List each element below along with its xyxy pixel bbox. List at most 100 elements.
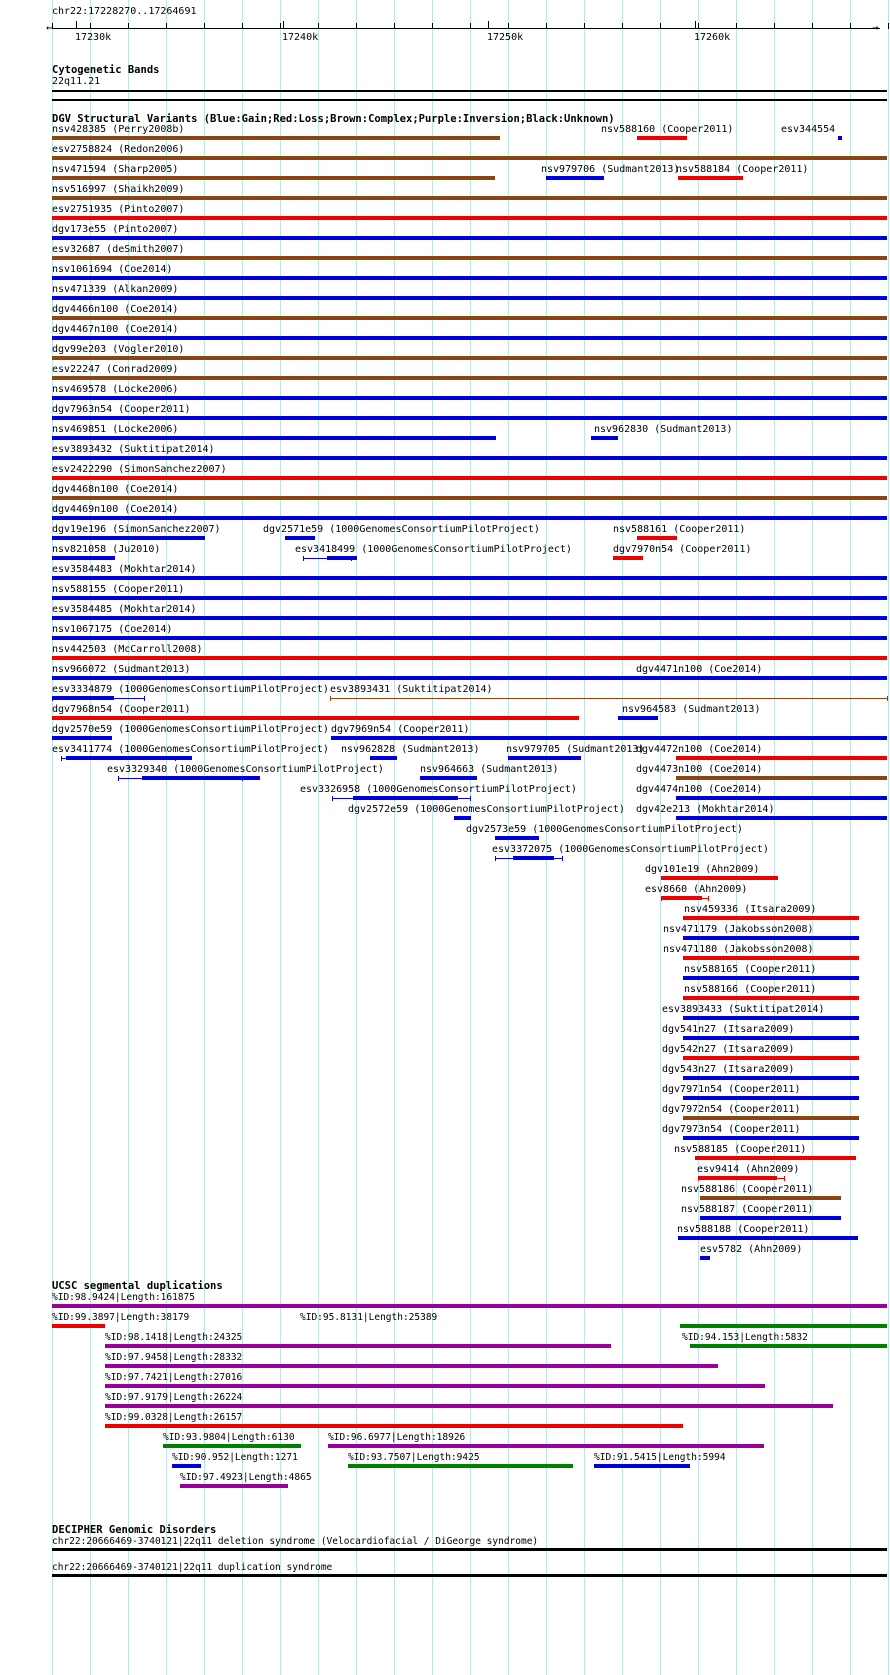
variant-bar[interactable]	[683, 956, 859, 960]
ruler-tick	[394, 23, 395, 29]
variant-bar[interactable]	[546, 176, 604, 180]
variant-bar[interactable]	[683, 1016, 859, 1020]
variant-bar[interactable]	[676, 756, 887, 760]
variant-bar[interactable]	[52, 656, 887, 660]
variant-bar[interactable]	[52, 496, 887, 500]
variant-label: esv2422290 (SimonSanchez2007)	[52, 464, 227, 475]
variant-bar[interactable]	[637, 536, 677, 540]
variant-bar[interactable]	[683, 1076, 859, 1080]
segdup-bar[interactable]	[180, 1484, 288, 1488]
segdup-bar[interactable]	[328, 1444, 764, 1448]
variant-bar[interactable]	[52, 516, 887, 520]
variant-bar[interactable]	[700, 1196, 841, 1200]
variant-bar[interactable]	[52, 616, 887, 620]
variant-bar[interactable]	[678, 176, 743, 180]
variant-bar[interactable]	[370, 756, 397, 760]
variant-bar[interactable]	[52, 296, 887, 300]
variant-bar[interactable]	[52, 316, 887, 320]
segdup-bar[interactable]	[105, 1384, 765, 1388]
segdup-bar[interactable]	[105, 1344, 611, 1348]
variant-bar[interactable]	[52, 696, 114, 700]
variant-bar[interactable]	[683, 1116, 859, 1120]
variant-bar[interactable]	[661, 876, 778, 880]
variant-bar[interactable]	[508, 756, 581, 760]
variant-bar[interactable]	[52, 716, 579, 720]
segdup-bar[interactable]	[594, 1464, 690, 1468]
variant-bar[interactable]	[52, 596, 887, 600]
segdup-bar[interactable]	[105, 1364, 718, 1368]
variant-bar[interactable]	[591, 436, 618, 440]
segdup-bar[interactable]	[52, 1304, 887, 1308]
variant-bar[interactable]	[52, 416, 887, 420]
variant-bar[interactable]	[683, 976, 859, 980]
variant-bar[interactable]	[52, 476, 887, 480]
variant-bar[interactable]	[420, 776, 477, 780]
variant-bar[interactable]	[52, 196, 887, 200]
variant-bar[interactable]	[66, 756, 192, 760]
variant-bar[interactable]	[661, 896, 702, 900]
variant-bar[interactable]	[331, 736, 887, 740]
variant-bar[interactable]	[52, 356, 887, 360]
variant-bar[interactable]	[700, 1256, 710, 1260]
decipher-bar[interactable]	[52, 1574, 887, 1577]
segdup-bar[interactable]	[172, 1464, 201, 1468]
variant-bar[interactable]	[52, 236, 887, 240]
variant-bar[interactable]	[52, 256, 887, 260]
ruler-tick	[660, 23, 661, 29]
variant-bar[interactable]	[700, 1216, 841, 1220]
variant-bar[interactable]	[676, 776, 887, 780]
segdup-bar[interactable]	[680, 1324, 887, 1328]
segdup-bar[interactable]	[105, 1404, 833, 1408]
variant-bar[interactable]	[52, 636, 887, 640]
variant-bar[interactable]	[52, 336, 887, 340]
segdup-bar[interactable]	[690, 1344, 887, 1348]
variant-bar[interactable]	[52, 736, 112, 740]
variant-bar[interactable]	[698, 1176, 777, 1180]
segdup-bar[interactable]	[105, 1424, 683, 1428]
variant-bar[interactable]	[327, 556, 357, 560]
variant-bar[interactable]	[683, 936, 859, 940]
variant-bar[interactable]	[52, 156, 887, 160]
variant-bar[interactable]	[618, 716, 658, 720]
variant-bar[interactable]	[683, 1136, 859, 1140]
variant-bar[interactable]	[683, 1036, 859, 1040]
variant-bar[interactable]	[285, 536, 315, 540]
variant-bar[interactable]	[613, 556, 643, 560]
variant-bar[interactable]	[683, 996, 859, 1000]
segdup-bar[interactable]	[163, 1444, 301, 1448]
variant-bar[interactable]	[52, 176, 495, 180]
variant-bar[interactable]	[52, 136, 500, 140]
variant-bar[interactable]	[52, 436, 496, 440]
segdup-bar[interactable]	[348, 1464, 573, 1468]
variant-bar[interactable]	[52, 376, 887, 380]
variant-bar[interactable]	[52, 536, 205, 540]
variant-whisker-cap	[303, 556, 304, 561]
variant-bar[interactable]	[683, 1096, 859, 1100]
variant-bar[interactable]	[52, 576, 887, 580]
variant-bar[interactable]	[454, 816, 471, 820]
variant-bar[interactable]	[676, 676, 887, 680]
variant-bar[interactable]	[678, 1236, 858, 1240]
variant-bar[interactable]	[353, 796, 458, 800]
variant-label: esv3584483 (Mokhtar2014)	[52, 564, 197, 575]
variant-bar[interactable]	[676, 816, 887, 820]
variant-bar[interactable]	[683, 916, 859, 920]
variant-bar[interactable]	[52, 556, 115, 560]
variant-bar[interactable]	[52, 456, 887, 460]
variant-bar[interactable]	[495, 836, 539, 840]
variant-bar[interactable]	[142, 776, 260, 780]
segdup-bar[interactable]	[52, 1324, 105, 1328]
variant-bar[interactable]	[676, 796, 887, 800]
variant-bar[interactable]	[52, 396, 887, 400]
variant-bar[interactable]	[637, 136, 687, 140]
variant-bar[interactable]	[52, 216, 887, 220]
variant-bar[interactable]	[695, 1156, 856, 1160]
ruler-tick	[546, 23, 547, 29]
variant-bar[interactable]	[513, 856, 554, 860]
variant-bar[interactable]	[52, 676, 887, 680]
variant-bar[interactable]	[52, 276, 887, 280]
variant-bar[interactable]	[838, 136, 842, 140]
decipher-bar[interactable]	[52, 1548, 887, 1551]
variant-bar[interactable]	[683, 1056, 859, 1060]
variant-label: dgv7969n54 (Cooper2011)	[331, 724, 470, 735]
